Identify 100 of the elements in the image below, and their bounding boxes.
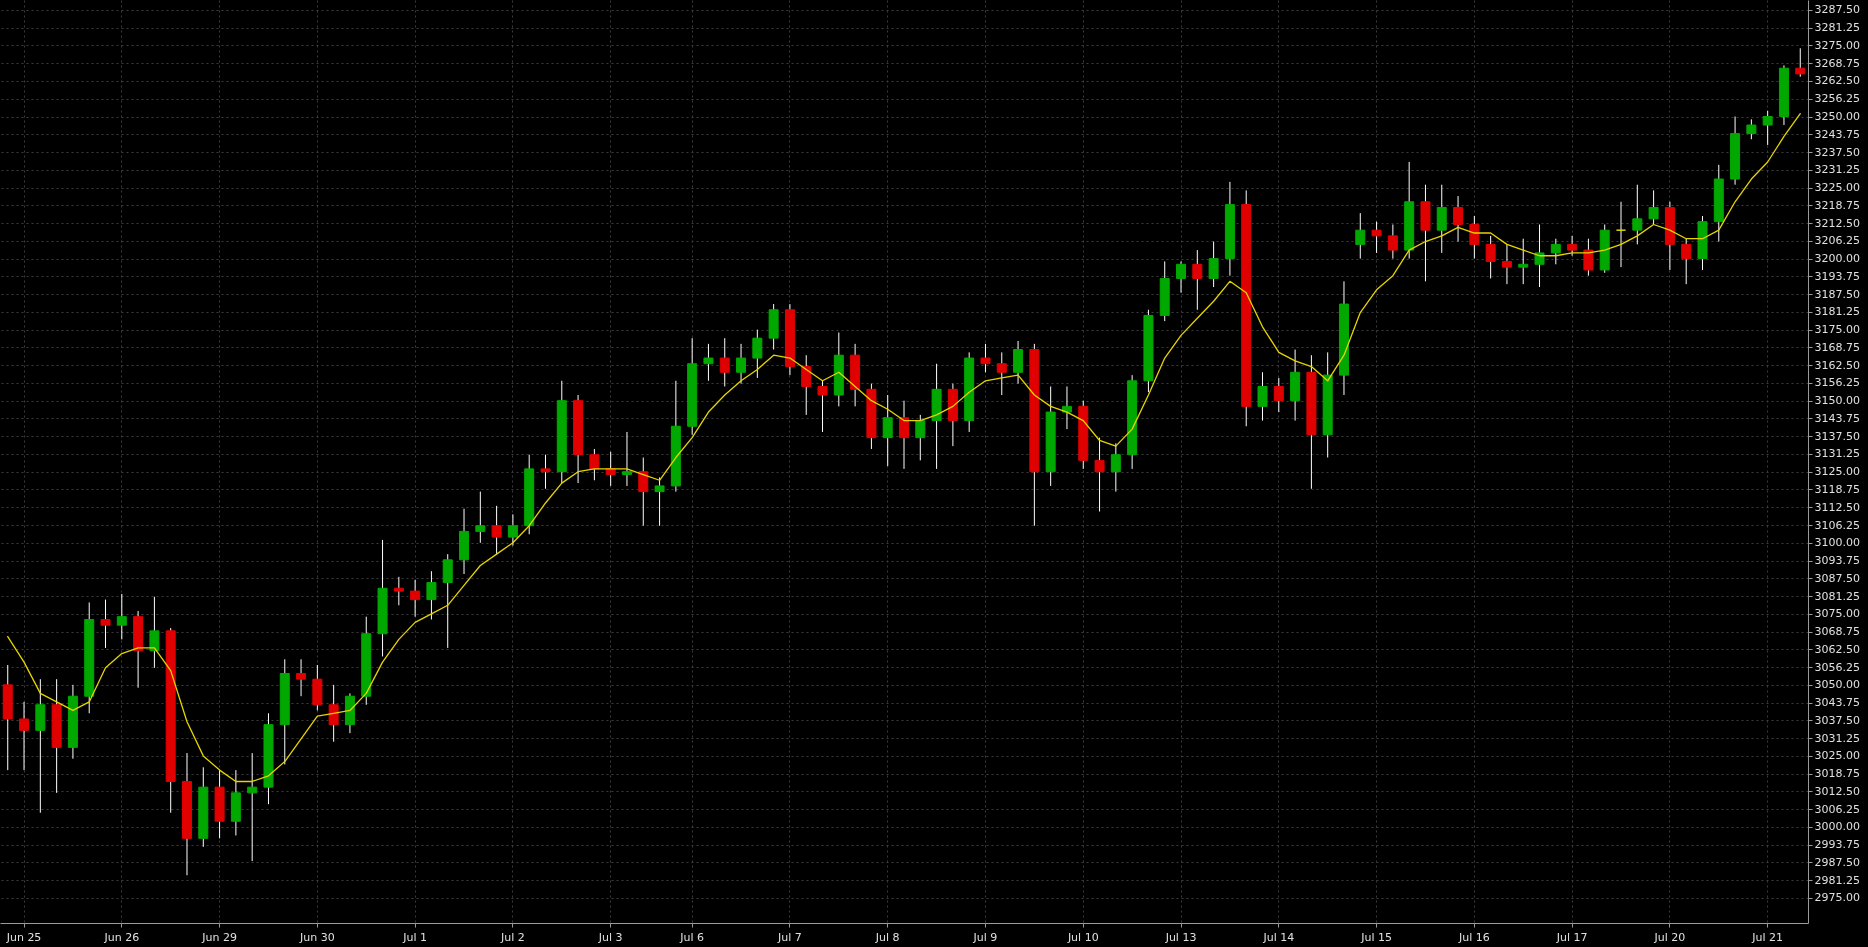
line-series — [7, 113, 1801, 783]
y-tick-label: 3181.25 — [1814, 305, 1860, 319]
y-tick-label: 3125.00 — [1814, 465, 1860, 479]
y-tick-label: 3068.75 — [1814, 625, 1860, 639]
y-tick-label: 3006.25 — [1814, 802, 1860, 816]
candlestick — [817, 380, 828, 433]
y-tick-label: 3212.50 — [1814, 216, 1860, 230]
candlestick — [1648, 189, 1659, 225]
x-tick-label: Jul 13 — [1164, 930, 1197, 944]
candlestick — [654, 476, 665, 527]
x-tick-label: Jul 6 — [679, 930, 705, 944]
candlestick — [996, 351, 1007, 396]
candlestick — [882, 394, 893, 467]
y-tick-label: 3050.00 — [1814, 678, 1860, 692]
y-tick-label: 3087.50 — [1814, 571, 1860, 585]
y-tick-label: 3250.00 — [1814, 110, 1860, 124]
y-tick-label: 3093.75 — [1814, 554, 1860, 568]
candlestick — [1762, 110, 1773, 146]
candlestick — [426, 570, 437, 620]
candlestick — [116, 593, 127, 640]
y-tick-label: 2981.25 — [1814, 873, 1860, 887]
candlestick — [1681, 238, 1692, 285]
candlestick — [393, 576, 404, 606]
y-tick-label: 3168.75 — [1814, 340, 1860, 354]
candlestick — [1061, 385, 1072, 430]
candlestick — [442, 553, 453, 649]
x-tick-label: Jul 1 — [402, 930, 428, 944]
candlestick — [719, 337, 730, 387]
candlestick — [328, 684, 339, 743]
y-tick-label: 3018.75 — [1814, 767, 1860, 781]
y-tick-label: 3287.50 — [1814, 3, 1860, 17]
y-tick-label: 3225.00 — [1814, 181, 1860, 195]
candlestick — [980, 343, 991, 373]
candlestick — [1355, 212, 1366, 260]
y-tick-label: 3143.75 — [1814, 411, 1860, 425]
y-tick-label: 3187.50 — [1814, 287, 1860, 301]
candlestick — [149, 596, 160, 669]
y-tick-label: 3025.00 — [1814, 749, 1860, 763]
candlestick — [752, 329, 763, 379]
candlestick — [1110, 442, 1121, 493]
y-tick-label: 3281.25 — [1814, 21, 1860, 35]
y-tick-label: 3231.25 — [1814, 163, 1860, 177]
candlestick — [1192, 249, 1203, 311]
candlestick — [410, 579, 421, 618]
candlestick — [1795, 47, 1806, 78]
y-tick-label: 3056.25 — [1814, 660, 1860, 674]
y-tick-label: 3081.25 — [1814, 589, 1860, 603]
candlestick — [1632, 184, 1643, 245]
y-tick-label: 2975.00 — [1814, 891, 1860, 905]
candlestick — [1567, 235, 1578, 257]
y-tick-label: 3150.00 — [1814, 394, 1860, 408]
y-tick-label: 3156.25 — [1814, 376, 1860, 390]
y-tick-label: 3043.75 — [1814, 696, 1860, 710]
y-tick-label: 3237.50 — [1814, 145, 1860, 159]
candlestick — [736, 343, 747, 385]
x-tick-label: Jul 8 — [874, 930, 900, 944]
y-tick-label: 3243.75 — [1814, 127, 1860, 141]
candlestick — [1583, 238, 1594, 277]
x-tick-label: Jun 25 — [5, 930, 42, 944]
candlestick — [1550, 238, 1561, 265]
candlestick — [1273, 377, 1284, 413]
x-tick-label: Jul 20 — [1653, 930, 1686, 944]
candlestick — [1257, 371, 1268, 422]
y-tick-label: 3118.75 — [1814, 482, 1860, 496]
candlestick — [703, 343, 714, 382]
y-tick-label: 3175.00 — [1814, 323, 1860, 337]
y-tick-label: 3200.00 — [1814, 252, 1860, 266]
x-tick-label: Jul 9 — [972, 930, 998, 944]
x-tick-label: Jul 15 — [1360, 930, 1392, 944]
candlestick — [1453, 195, 1464, 243]
x-tick-label: Jul 21 — [1751, 930, 1784, 944]
candlestick — [638, 457, 649, 527]
y-tick-label: 3131.25 — [1814, 447, 1860, 461]
y-tick-label: 3262.50 — [1814, 74, 1860, 88]
y-tick-label: 3218.75 — [1814, 198, 1860, 212]
y-tick-label: 3100.00 — [1814, 536, 1860, 550]
x-tick-label: Jun 30 — [299, 930, 335, 944]
x-tick-label: Jul 3 — [597, 930, 623, 944]
candlestick — [1387, 224, 1398, 260]
candlestick — [1371, 221, 1382, 254]
x-tick-label: Jul 16 — [1457, 930, 1490, 944]
candlestick — [801, 354, 812, 416]
candlestick — [1469, 215, 1480, 260]
candlestick — [1208, 241, 1219, 288]
candlestick — [1501, 243, 1512, 285]
candlestick — [589, 448, 600, 481]
y-tick-label: 3000.00 — [1814, 820, 1860, 834]
candlestick — [621, 431, 632, 487]
y-tick-label: 3193.75 — [1814, 269, 1860, 283]
candlestick — [1013, 340, 1024, 385]
candlestick — [899, 400, 909, 470]
y-tick-label: 3206.25 — [1814, 234, 1860, 248]
candlestick — [1094, 437, 1105, 513]
x-tick-label: Jun 26 — [103, 930, 140, 944]
y-tick-label: 3137.50 — [1814, 429, 1860, 443]
candlestick — [507, 513, 518, 547]
y-tick-label: 3031.25 — [1814, 731, 1860, 745]
y-tick-label: 3062.50 — [1814, 642, 1860, 656]
y-tick-label: 3037.50 — [1814, 713, 1860, 727]
x-tick-label: Jul 14 — [1262, 930, 1295, 944]
